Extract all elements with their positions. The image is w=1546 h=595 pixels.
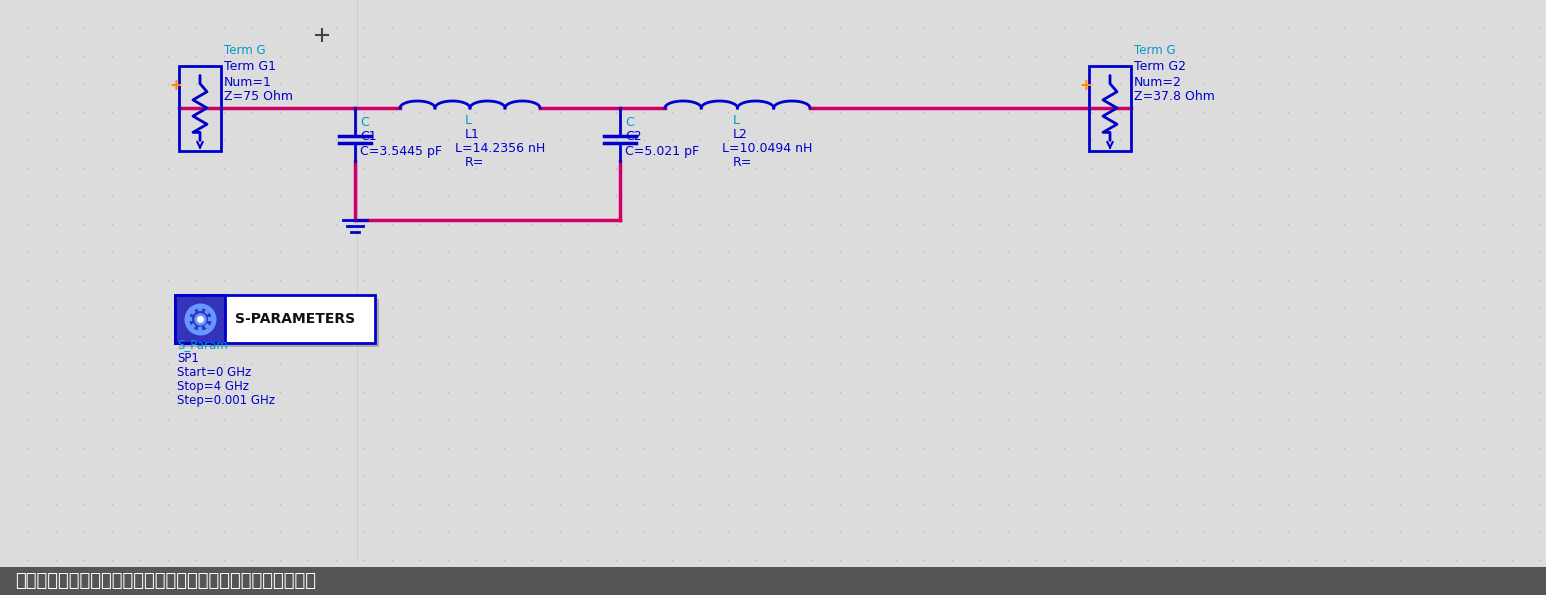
- Text: C: C: [360, 116, 369, 129]
- Text: R=: R=: [733, 156, 751, 169]
- Text: C1: C1: [360, 130, 377, 143]
- Text: Start=0 GHz: Start=0 GHz: [176, 366, 252, 379]
- Bar: [0, 567, 1546, 595]
- Text: L=10.0494 nH: L=10.0494 nH: [722, 142, 813, 155]
- Text: Z=75 Ohm: Z=75 Ohm: [224, 90, 294, 104]
- Text: Term G: Term G: [1135, 43, 1175, 57]
- Text: L: L: [733, 114, 739, 127]
- Bar: [1088, 65, 1132, 151]
- Text: Stop=4 GHz: Stop=4 GHz: [176, 380, 249, 393]
- Text: C=5.021 pF: C=5.021 pF: [625, 145, 699, 158]
- Text: C: C: [625, 116, 634, 129]
- Text: SP1: SP1: [176, 352, 199, 365]
- Text: Num=2: Num=2: [1135, 76, 1181, 89]
- Text: +: +: [1079, 79, 1093, 93]
- Text: 插入损耗法设计低通原型滤波器（二）：等波纹低通滤波器设计: 插入损耗法设计低通原型滤波器（二）：等波纹低通滤波器设计: [15, 572, 315, 590]
- Text: L=14.2356 nH: L=14.2356 nH: [455, 142, 546, 155]
- Bar: [179, 65, 221, 151]
- Bar: [175, 295, 376, 343]
- Bar: [179, 299, 379, 347]
- Text: R=: R=: [465, 156, 484, 169]
- Text: +: +: [170, 79, 182, 93]
- Text: L2: L2: [733, 128, 747, 141]
- Text: S_Param: S_Param: [176, 338, 227, 351]
- Text: Term G2: Term G2: [1135, 61, 1186, 74]
- Text: C=3.5445 pF: C=3.5445 pF: [360, 145, 442, 158]
- Text: L1: L1: [465, 128, 479, 141]
- Text: S-PARAMETERS: S-PARAMETERS: [235, 312, 356, 326]
- Text: C2: C2: [625, 130, 642, 143]
- Text: Term G: Term G: [224, 43, 266, 57]
- Text: Num=1: Num=1: [224, 76, 272, 89]
- Text: Term G1: Term G1: [224, 61, 277, 74]
- Text: Step=0.001 GHz: Step=0.001 GHz: [176, 394, 275, 407]
- Text: Z=37.8 Ohm: Z=37.8 Ohm: [1135, 90, 1215, 104]
- Text: L: L: [465, 114, 472, 127]
- Bar: [175, 295, 226, 343]
